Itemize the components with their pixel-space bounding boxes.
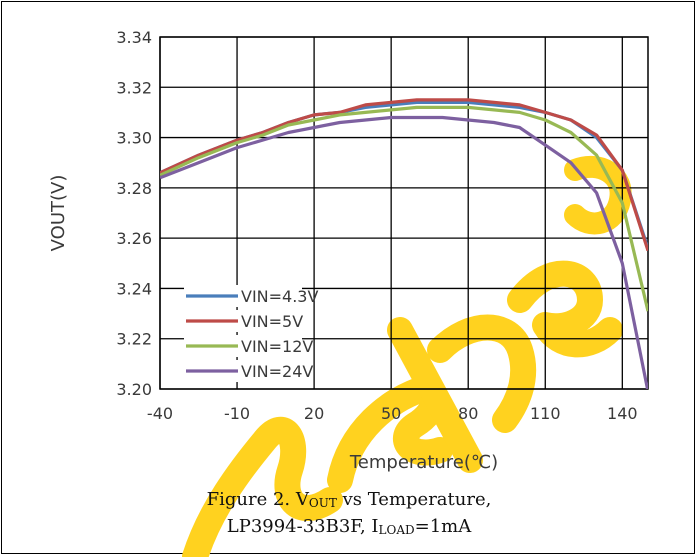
x-axis-label: Temperature(℃): [349, 452, 498, 473]
plot-area-border: [159, 36, 649, 390]
line-chart: 3.34 3.32 3.30 3.28 3.26 3.24 3.22 3.20 -40 -10 2…: [48, 28, 649, 473]
x-tick-label: -10: [224, 404, 250, 423]
legend-label-4: VIN=24V: [241, 362, 313, 381]
caption-line-2: LP3994-33B3F, ILOAD=1mA: [226, 516, 472, 537]
x-tick-label: 140: [607, 404, 638, 423]
legend-label-3: VIN=12V: [241, 337, 313, 356]
x-tick-label: -40: [147, 404, 173, 423]
legend: VIN=4.3V VIN=5V VIN=12V VIN=24V: [184, 285, 318, 382]
y-tick-label: 3.34: [116, 28, 152, 47]
y-tick-label: 3.26: [116, 229, 152, 248]
legend-background: [184, 310, 302, 332]
series-line-1: [160, 100, 648, 249]
y-axis-label: VOUT(V): [48, 175, 69, 252]
watermark-stroke: [387, 314, 537, 473]
x-tick-label: 80: [458, 404, 478, 423]
y-tick-labels: 3.34 3.32 3.30 3.28 3.26 3.24 3.22 3.20: [116, 28, 152, 399]
legend-background: [184, 360, 302, 382]
caption-line-1: Figure 2. VOUT vs Temperature,: [206, 489, 492, 510]
y-tick-label: 3.22: [116, 330, 152, 349]
x-tick-labels: -40 -10 20 50 80 110 140: [147, 404, 638, 423]
y-tick-label: 3.30: [116, 129, 152, 148]
y-tick-label: 3.32: [116, 78, 152, 97]
watermark-stroke: [182, 416, 343, 557]
y-tick-label: 3.24: [116, 279, 152, 298]
series-line-4: [160, 115, 648, 389]
y-tick-label: 3.28: [116, 179, 152, 198]
x-tick-label: 20: [304, 404, 324, 423]
figure-caption: Figure 2. VOUT vs Temperature, LP3994-33…: [0, 487, 698, 541]
legend-label-1: VIN=4.3V: [241, 287, 318, 306]
series-line-2: [160, 98, 648, 252]
legend-label-2: VIN=5V: [241, 312, 303, 331]
x-tick-label: 50: [381, 404, 401, 423]
legend-background: [184, 335, 302, 357]
legend-background: [184, 285, 302, 307]
series-line-3: [160, 105, 648, 312]
series-lines: [160, 98, 648, 389]
x-tick-label: 110: [530, 404, 561, 423]
y-tick-label: 3.20: [116, 380, 152, 399]
